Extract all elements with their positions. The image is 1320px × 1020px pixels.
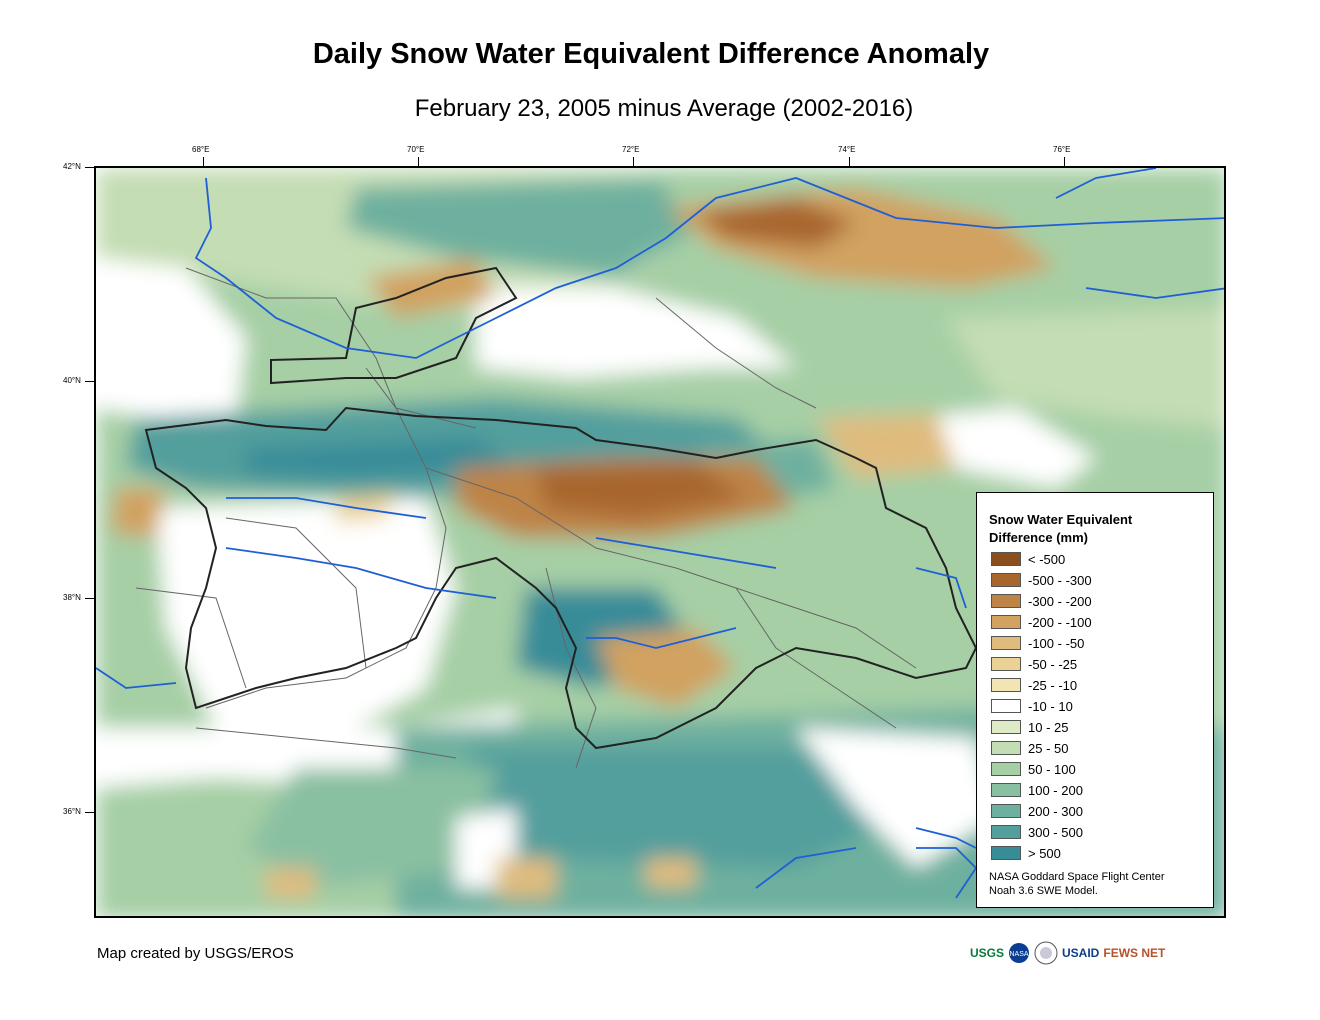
legend-label: 10 - 25 xyxy=(1028,719,1069,735)
map-title: Daily Snow Water Equivalent Difference A… xyxy=(312,38,990,70)
usaid-logo: USAID xyxy=(1062,946,1100,960)
legend-title-line: Difference (mm) xyxy=(989,530,1088,545)
legend-item: < -500 xyxy=(991,551,1065,567)
legend-label: -10 - 10 xyxy=(1028,698,1073,714)
legend-swatch xyxy=(991,615,1021,629)
legend-label: -300 - -200 xyxy=(1028,593,1092,609)
snow-anomaly-map xyxy=(94,166,1226,918)
longitude-label: 76°E xyxy=(1053,145,1071,154)
tick-mark xyxy=(1064,157,1065,166)
legend-item: -50 - -25 xyxy=(991,656,1077,672)
legend-label: < -500 xyxy=(1028,551,1066,567)
legend-item: -500 - -300 xyxy=(991,572,1092,588)
legend: Snow Water Equivalent Difference (mm) < … xyxy=(976,492,1214,908)
legend-label: 25 - 50 xyxy=(1028,740,1069,756)
credit-line: Noah 3.6 SWE Model. xyxy=(989,885,1098,897)
legend-swatch xyxy=(991,825,1021,839)
longitude-label: 70°E xyxy=(407,145,425,154)
map-subtitle: February 23, 2005 minus Average (2002-20… xyxy=(414,95,914,122)
legend-label: 50 - 100 xyxy=(1028,761,1076,777)
tick-mark xyxy=(849,157,850,166)
anomaly-field xyxy=(96,168,1224,916)
legend-label: -25 - -10 xyxy=(1028,677,1078,693)
legend-label: 100 - 200 xyxy=(1028,782,1083,798)
legend-item: 10 - 25 xyxy=(991,719,1068,735)
legend-item: -10 - 10 xyxy=(991,698,1073,714)
latitude-label: 38°N xyxy=(63,593,81,602)
legend-title: Snow Water Equivalent Difference (mm) xyxy=(989,511,1132,547)
legend-swatch xyxy=(991,783,1021,797)
legend-credit: NASA Goddard Space Flight Center Noah 3.… xyxy=(989,870,1164,898)
country-border xyxy=(144,266,978,750)
legend-swatch xyxy=(991,762,1021,776)
svg-text:NASA: NASA xyxy=(1009,951,1028,958)
partner-logos: USGS NASA USAID FEWS NET xyxy=(970,938,1165,968)
legend-label: > 500 xyxy=(1028,845,1061,861)
credit-line: NASA Goddard Space Flight Center xyxy=(989,871,1165,883)
tick-mark xyxy=(203,157,204,166)
legend-label: 300 - 500 xyxy=(1028,824,1083,840)
latitude-label: 40°N xyxy=(63,376,81,385)
legend-title-line: Snow Water Equivalent xyxy=(989,512,1133,527)
legend-item: 50 - 100 xyxy=(991,761,1076,777)
fewsnet-logo: FEWS NET xyxy=(1103,946,1166,960)
tick-mark xyxy=(85,812,94,813)
legend-item: > 500 xyxy=(991,845,1061,861)
legend-swatch xyxy=(991,741,1021,755)
rivers xyxy=(96,168,1224,909)
legend-item: -25 - -10 xyxy=(991,677,1077,693)
legend-item: 200 - 300 xyxy=(991,803,1083,819)
legend-label: 200 - 300 xyxy=(1028,803,1083,819)
legend-swatch xyxy=(991,594,1021,608)
legend-label: -100 - -50 xyxy=(1028,635,1085,651)
legend-swatch xyxy=(991,636,1021,650)
longitude-label: 74°E xyxy=(838,145,856,154)
latitude-label: 36°N xyxy=(63,807,81,816)
legend-swatch xyxy=(991,699,1021,713)
legend-label: -200 - -100 xyxy=(1028,614,1092,630)
nasa-logo-icon: NASA xyxy=(1009,943,1030,963)
state-seal-icon xyxy=(1034,941,1058,965)
legend-swatch xyxy=(991,573,1021,587)
legend-item: 300 - 500 xyxy=(991,824,1083,840)
legend-swatch xyxy=(991,804,1021,818)
legend-item: 25 - 50 xyxy=(991,740,1068,756)
tick-mark xyxy=(85,598,94,599)
longitude-label: 68°E xyxy=(192,145,210,154)
legend-item: -200 - -100 xyxy=(991,614,1092,630)
tick-mark xyxy=(85,381,94,382)
longitude-label: 72°E xyxy=(622,145,640,154)
legend-swatch xyxy=(991,657,1021,671)
legend-label: -500 - -300 xyxy=(1028,572,1092,588)
legend-item: -100 - -50 xyxy=(991,635,1084,651)
map-canvas xyxy=(96,168,1224,916)
latitude-label: 42°N xyxy=(63,162,81,171)
tick-mark xyxy=(85,167,94,168)
legend-item: 100 - 200 xyxy=(991,782,1083,798)
legend-item: -300 - -200 xyxy=(991,593,1092,609)
map-credit: Map created by USGS/EROS xyxy=(97,945,294,962)
legend-swatch xyxy=(991,552,1021,566)
legend-swatch xyxy=(991,678,1021,692)
legend-swatch xyxy=(991,846,1021,860)
tick-mark xyxy=(633,157,634,166)
tick-mark xyxy=(418,157,419,166)
usgs-logo: USGS xyxy=(970,946,1005,960)
legend-label: -50 - -25 xyxy=(1028,656,1078,672)
legend-swatch xyxy=(991,720,1021,734)
